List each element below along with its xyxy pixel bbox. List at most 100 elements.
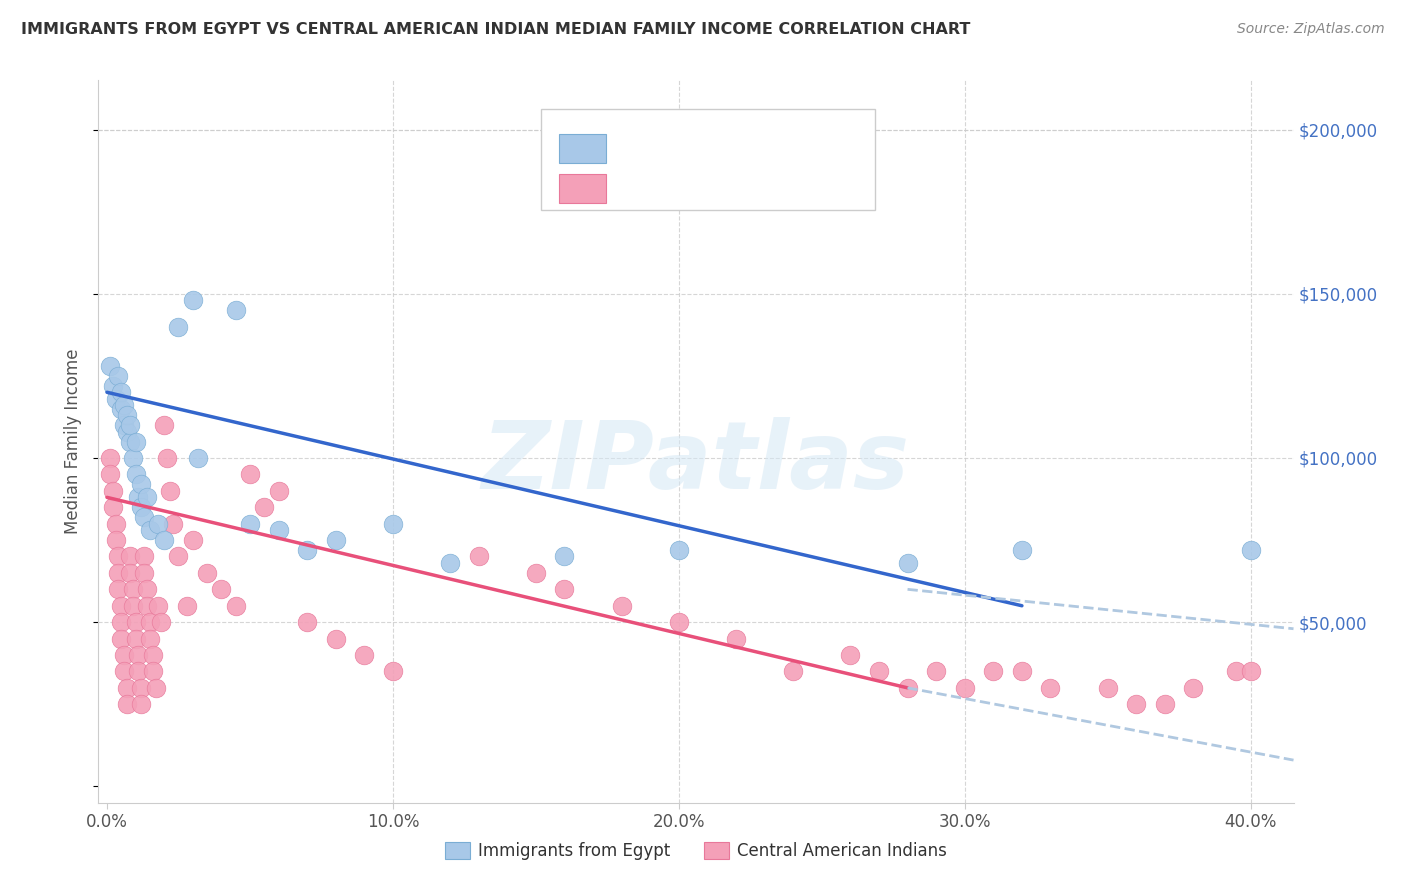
Point xyxy=(131,500,153,515)
Point xyxy=(101,378,124,392)
Point xyxy=(124,632,146,646)
Point xyxy=(724,632,747,646)
Point xyxy=(124,434,146,449)
Point xyxy=(1125,698,1147,712)
Point xyxy=(148,599,170,613)
Point xyxy=(98,450,121,465)
Point xyxy=(325,533,347,547)
Point xyxy=(162,516,184,531)
Point xyxy=(187,450,209,465)
Legend: Immigrants from Egypt, Central American Indians: Immigrants from Egypt, Central American … xyxy=(439,835,953,867)
FancyBboxPatch shape xyxy=(558,134,606,162)
Point xyxy=(868,665,890,679)
Point xyxy=(668,615,690,630)
Point xyxy=(131,477,153,491)
Point xyxy=(295,542,318,557)
Point xyxy=(153,418,176,433)
Point xyxy=(1239,665,1261,679)
Point xyxy=(121,582,143,597)
Point xyxy=(118,566,141,580)
Point xyxy=(118,549,141,564)
Point xyxy=(134,549,156,564)
Point xyxy=(553,582,575,597)
Point xyxy=(124,615,146,630)
Point xyxy=(104,392,127,406)
Point xyxy=(353,648,375,662)
Point xyxy=(668,542,690,557)
Point xyxy=(295,615,318,630)
Point xyxy=(115,681,138,695)
FancyBboxPatch shape xyxy=(541,109,876,211)
Point xyxy=(136,582,159,597)
Point xyxy=(107,549,129,564)
Point xyxy=(118,418,141,433)
Point xyxy=(107,368,129,383)
Point xyxy=(1011,542,1033,557)
Text: Source: ZipAtlas.com: Source: ZipAtlas.com xyxy=(1237,22,1385,37)
Point xyxy=(176,599,198,613)
Point xyxy=(896,556,918,570)
Point xyxy=(1225,665,1247,679)
Text: R = -0.629   N = 75: R = -0.629 N = 75 xyxy=(621,176,814,194)
Point xyxy=(124,467,146,482)
Point xyxy=(225,599,247,613)
Point xyxy=(239,467,262,482)
Point xyxy=(98,467,121,482)
Point xyxy=(239,516,262,531)
Point xyxy=(142,648,165,662)
Point xyxy=(101,483,124,498)
Point xyxy=(112,665,135,679)
Point xyxy=(150,615,173,630)
Point xyxy=(524,566,547,580)
Point xyxy=(1097,681,1119,695)
Point xyxy=(110,599,132,613)
Point xyxy=(110,385,132,400)
Point xyxy=(131,681,153,695)
Text: IMMIGRANTS FROM EGYPT VS CENTRAL AMERICAN INDIAN MEDIAN FAMILY INCOME CORRELATIO: IMMIGRANTS FROM EGYPT VS CENTRAL AMERICA… xyxy=(21,22,970,37)
Point xyxy=(267,523,290,537)
Point xyxy=(1153,698,1175,712)
Text: R = -0.444   N = 38: R = -0.444 N = 38 xyxy=(621,136,814,153)
Point xyxy=(112,418,135,433)
Point xyxy=(381,665,404,679)
Point xyxy=(127,665,149,679)
Point xyxy=(1239,542,1261,557)
Point xyxy=(110,632,132,646)
Point xyxy=(953,681,976,695)
Point xyxy=(115,425,138,439)
Point xyxy=(553,549,575,564)
FancyBboxPatch shape xyxy=(558,174,606,203)
Point xyxy=(107,566,129,580)
Point xyxy=(136,491,159,505)
Point xyxy=(167,549,190,564)
Point xyxy=(381,516,404,531)
Point xyxy=(98,359,121,373)
Point xyxy=(115,409,138,423)
Point xyxy=(1039,681,1062,695)
Point xyxy=(181,533,204,547)
Point xyxy=(104,516,127,531)
Point xyxy=(267,483,290,498)
Point xyxy=(121,599,143,613)
Point xyxy=(101,500,124,515)
Point xyxy=(981,665,1004,679)
Point xyxy=(896,681,918,695)
Point xyxy=(110,401,132,416)
Point xyxy=(209,582,232,597)
Point xyxy=(839,648,862,662)
Point xyxy=(127,491,149,505)
Point xyxy=(145,681,167,695)
Point xyxy=(118,434,141,449)
Y-axis label: Median Family Income: Median Family Income xyxy=(65,349,83,534)
Point xyxy=(225,303,247,318)
Point xyxy=(925,665,948,679)
Point xyxy=(325,632,347,646)
Point xyxy=(112,398,135,412)
Text: ZIPatlas: ZIPatlas xyxy=(482,417,910,509)
Point xyxy=(1011,665,1033,679)
Point xyxy=(104,533,127,547)
Point xyxy=(139,523,162,537)
Point xyxy=(121,450,143,465)
Point xyxy=(110,615,132,630)
Point xyxy=(181,293,204,308)
